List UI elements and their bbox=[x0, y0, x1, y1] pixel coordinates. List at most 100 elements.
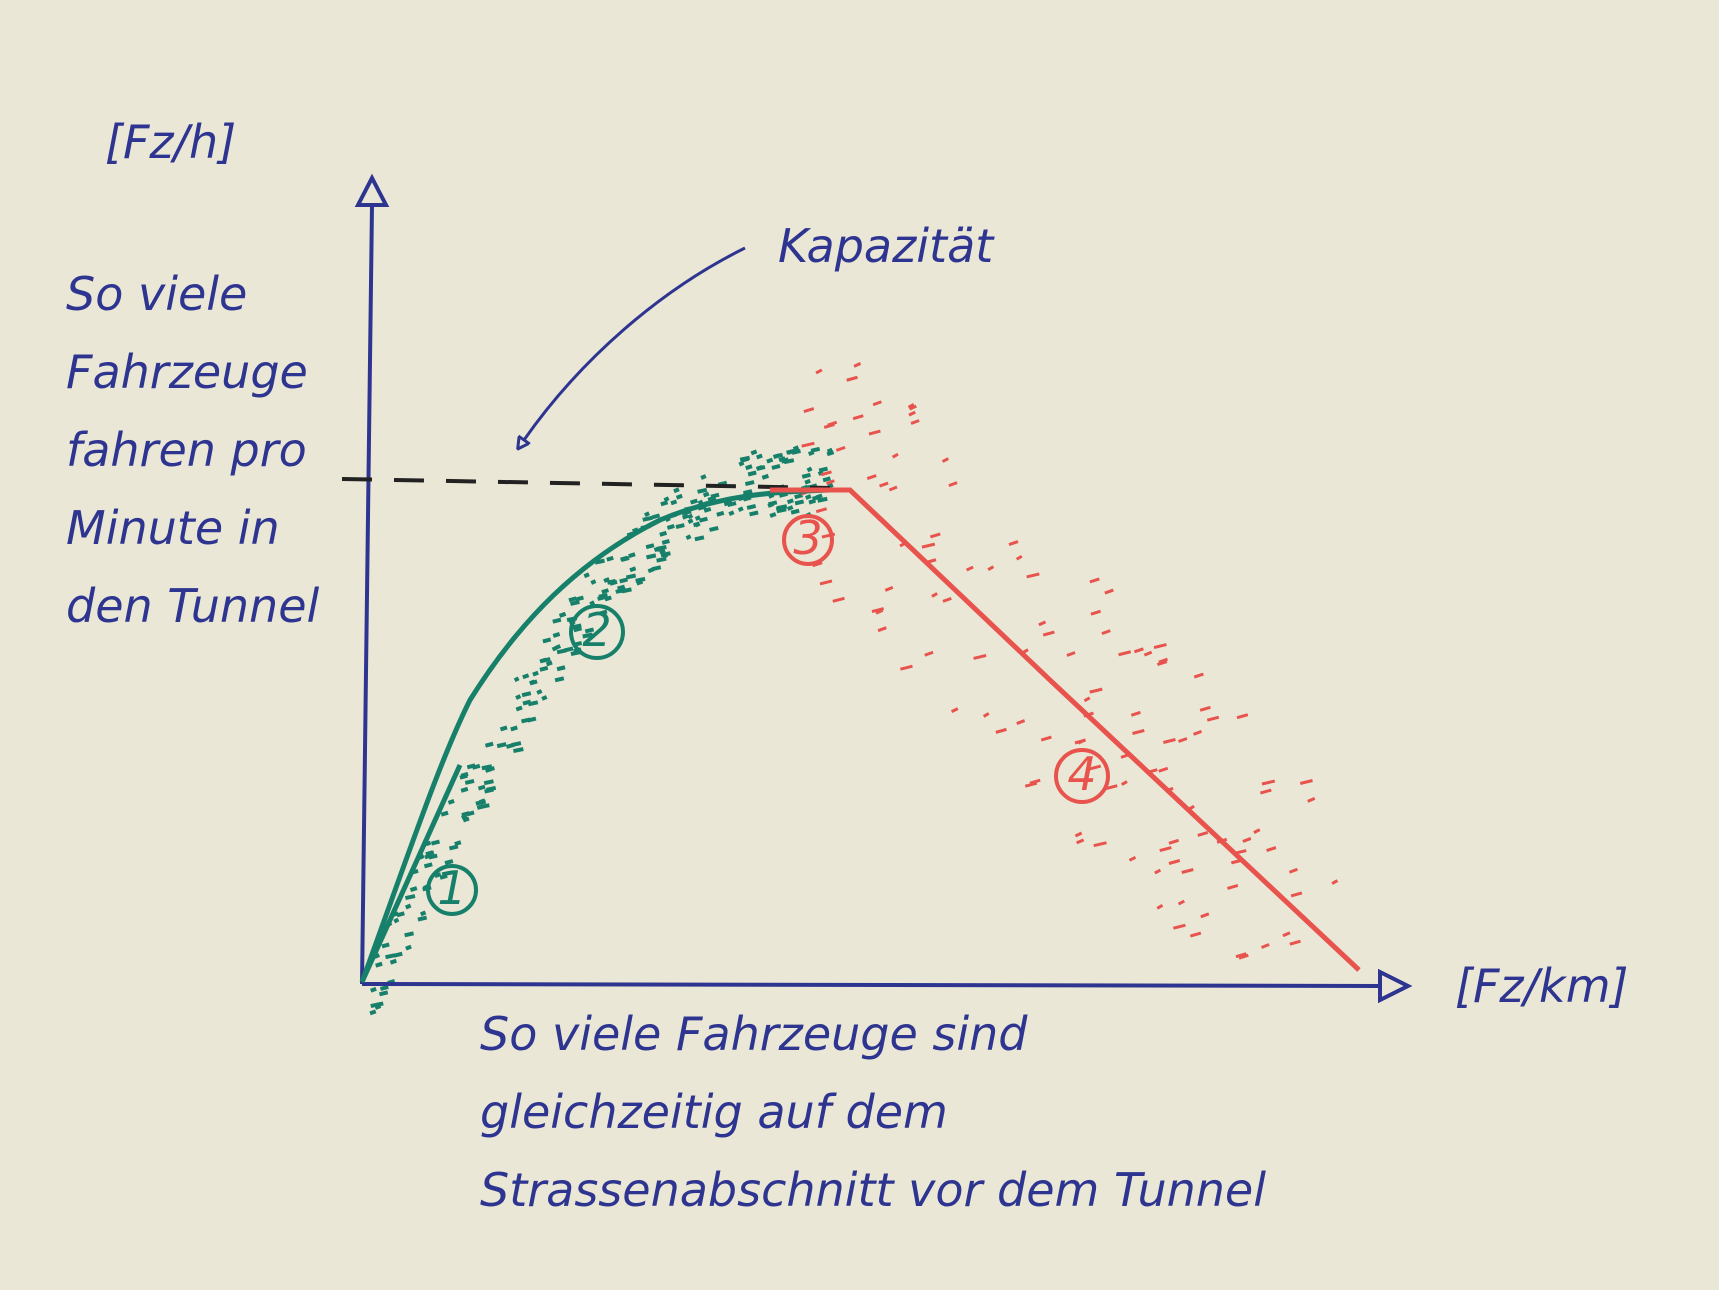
annotation: Kapazität bbox=[778, 219, 995, 273]
dot bbox=[746, 503, 757, 510]
dot bbox=[1199, 705, 1211, 712]
dot bbox=[1226, 883, 1239, 890]
dot bbox=[1206, 715, 1220, 722]
dot bbox=[552, 632, 561, 638]
dot bbox=[1042, 630, 1055, 637]
dot bbox=[645, 543, 655, 550]
dot bbox=[872, 400, 882, 407]
dot bbox=[660, 500, 669, 507]
dot bbox=[805, 494, 812, 500]
dot bbox=[810, 446, 821, 453]
dot bbox=[871, 607, 885, 613]
y-axis bbox=[360, 204, 374, 985]
dot bbox=[486, 766, 495, 772]
dot bbox=[790, 508, 800, 515]
dot bbox=[1089, 577, 1100, 584]
y-description-line: Fahrzeuge bbox=[66, 345, 308, 399]
dot bbox=[393, 917, 400, 924]
dot bbox=[461, 811, 470, 818]
dot bbox=[425, 850, 434, 857]
dot bbox=[1189, 931, 1202, 938]
dot bbox=[739, 455, 751, 462]
dot bbox=[1158, 766, 1169, 773]
dot bbox=[700, 474, 707, 480]
dot bbox=[694, 521, 701, 528]
dot bbox=[629, 566, 637, 573]
dot bbox=[483, 779, 494, 786]
dot bbox=[656, 556, 667, 563]
dot bbox=[743, 489, 753, 496]
dot bbox=[716, 510, 725, 517]
dot bbox=[642, 515, 653, 522]
dot bbox=[527, 716, 537, 723]
dot bbox=[1235, 952, 1247, 959]
dot bbox=[1026, 572, 1040, 579]
dot bbox=[479, 803, 490, 810]
dot bbox=[589, 600, 596, 606]
dot bbox=[766, 457, 774, 464]
dot bbox=[393, 951, 403, 958]
dot bbox=[888, 485, 898, 492]
dot bbox=[908, 404, 917, 411]
dot bbox=[822, 476, 831, 483]
dot bbox=[815, 507, 828, 514]
dot bbox=[1040, 735, 1052, 742]
dot bbox=[628, 552, 636, 559]
dot bbox=[950, 707, 959, 714]
dot bbox=[786, 498, 794, 505]
dot bbox=[825, 479, 835, 486]
dot bbox=[606, 555, 614, 562]
dot bbox=[379, 985, 389, 991]
dot bbox=[1156, 660, 1168, 667]
x-axis-unit: [Fz/km] bbox=[1455, 959, 1628, 1013]
dot bbox=[910, 419, 920, 425]
dot bbox=[1008, 540, 1019, 546]
dot bbox=[687, 518, 694, 525]
dot bbox=[681, 513, 689, 520]
dot bbox=[1197, 831, 1209, 837]
dot bbox=[574, 595, 584, 602]
dot bbox=[900, 664, 913, 671]
dot bbox=[454, 840, 462, 847]
dot bbox=[459, 773, 468, 780]
dot bbox=[558, 611, 567, 618]
dot bbox=[1153, 643, 1167, 650]
dot bbox=[738, 460, 745, 467]
dot bbox=[462, 816, 470, 823]
dot bbox=[661, 539, 670, 545]
dot bbox=[604, 595, 612, 602]
dot bbox=[815, 493, 823, 500]
dot bbox=[460, 786, 469, 793]
dot bbox=[1253, 828, 1261, 834]
dot bbox=[965, 565, 974, 572]
dot bbox=[694, 535, 705, 542]
dot bbox=[582, 632, 593, 639]
dot bbox=[374, 1001, 384, 1008]
congestion-line bbox=[770, 487, 1361, 972]
dot bbox=[702, 491, 710, 498]
dot bbox=[987, 565, 995, 572]
dot bbox=[1105, 784, 1118, 791]
dot bbox=[370, 986, 377, 993]
dot bbox=[877, 626, 887, 633]
dot bbox=[484, 741, 494, 748]
dot bbox=[791, 448, 801, 455]
dot bbox=[747, 470, 757, 477]
dot bbox=[808, 498, 817, 505]
dot bbox=[541, 695, 548, 701]
dot bbox=[879, 481, 889, 488]
dot bbox=[444, 859, 454, 866]
dot bbox=[1090, 609, 1102, 616]
dot bbox=[817, 496, 828, 503]
dot bbox=[853, 361, 862, 368]
dot bbox=[486, 785, 497, 792]
dot bbox=[542, 637, 552, 644]
dot bbox=[866, 474, 877, 480]
dot bbox=[1168, 838, 1180, 845]
dot bbox=[644, 511, 650, 517]
y-axis-description: So viele Fahrzeuge fahren pro Minute in den … bbox=[66, 267, 320, 633]
dot bbox=[424, 853, 432, 860]
region-circle bbox=[426, 864, 478, 916]
